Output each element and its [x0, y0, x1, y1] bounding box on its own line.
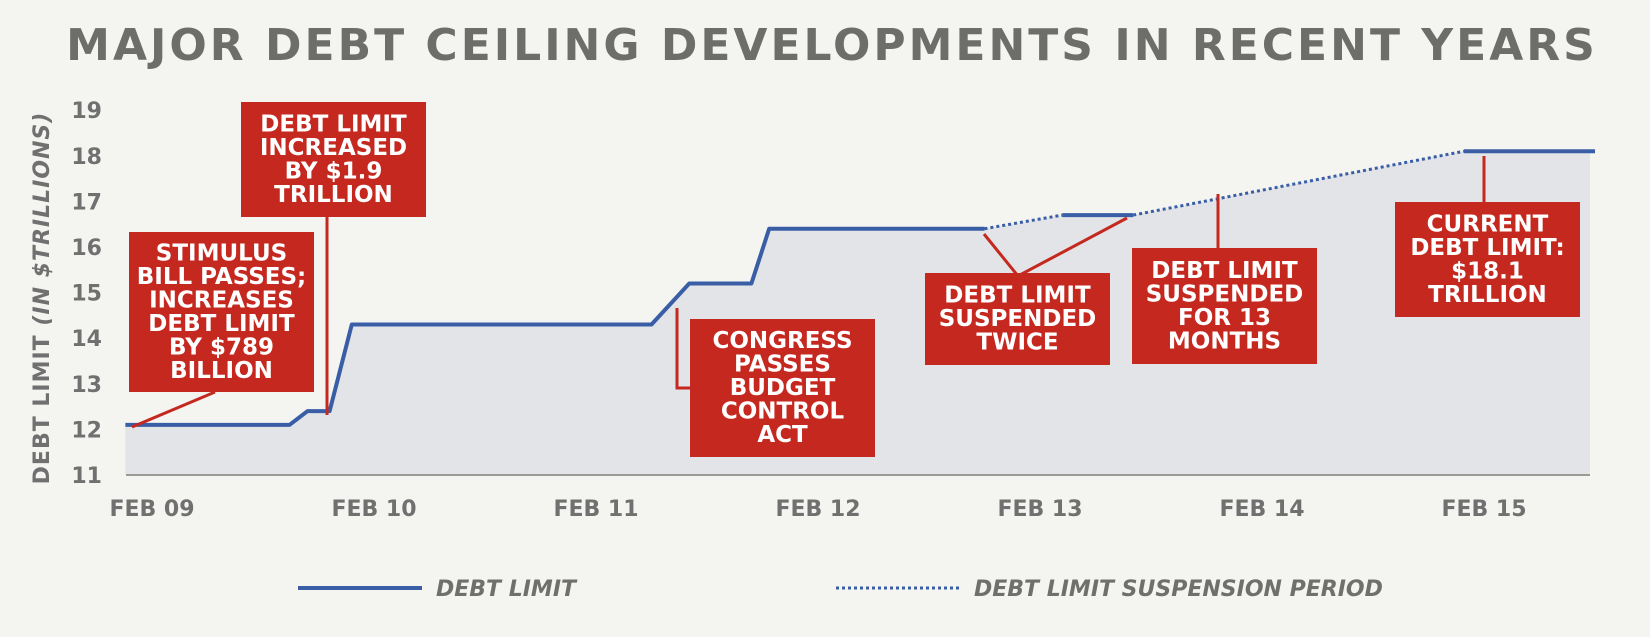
annotation-bg — [925, 273, 1110, 365]
annotation-line: ACT — [757, 422, 808, 448]
y-axis-ticks: 11 12 13 14 15 16 17 18 19 — [71, 99, 102, 489]
annotation-line: BY $1.9 — [285, 158, 383, 184]
annotation-bg — [690, 319, 875, 457]
annotation-line: TRILLION — [1428, 282, 1547, 308]
annotation-line: BY $789 — [169, 334, 274, 360]
x-tick-label: FEB 14 — [1219, 497, 1304, 522]
annotation-line: BILLION — [170, 358, 273, 384]
annotation-line: CURRENT — [1427, 211, 1549, 237]
x-tick-label: FEB 10 — [331, 497, 416, 522]
annotation-leader — [131, 390, 216, 429]
suspension-line — [984, 213, 1063, 231]
annotation-line: INCREASES — [149, 287, 294, 313]
y-tick-label: 18 — [71, 145, 102, 170]
annotation-line: BILL PASSES; — [137, 264, 307, 290]
debt-limit-line — [125, 226, 985, 427]
annotation-line: SUSPENDED — [1146, 281, 1304, 307]
y-tick-label: 17 — [71, 190, 102, 215]
area-fill — [125, 151, 1596, 476]
annotation-line: CONTROL — [721, 399, 845, 425]
annotation-line: INCREASED — [260, 135, 407, 161]
y-axis-label-main: DEBT LIMIT — [30, 334, 55, 484]
chart-title: MAJOR DEBT CEILING DEVELOPMENTS IN RECEN… — [66, 20, 1598, 71]
x-tick-label: FEB 09 — [109, 497, 194, 522]
annotation-line: DEBT LIMIT — [1151, 258, 1298, 284]
y-tick-label: 14 — [71, 327, 102, 352]
annotation-line: $18.1 — [1451, 258, 1524, 284]
y-tick-label: 19 — [71, 99, 102, 124]
annotation-line: FOR 13 — [1178, 305, 1271, 331]
legend-label-debt-limit: DEBT LIMIT — [436, 577, 578, 602]
y-tick-label: 12 — [71, 418, 102, 443]
annotation-line: DEBT LIMIT — [260, 111, 407, 137]
y-tick-label: 13 — [71, 373, 102, 398]
annotation-bg — [241, 102, 426, 217]
y-axis-label-unit: (IN $TRILLIONS) — [30, 112, 55, 326]
annotation-bg — [129, 232, 314, 392]
series-lines — [125, 149, 1595, 427]
annotation-line: PASSES — [734, 352, 831, 378]
legend: DEBT LIMIT DEBT LIMIT SUSPENSION PERIOD — [298, 577, 1383, 602]
x-tick-label: FEB 12 — [775, 497, 860, 522]
annotation-bg — [1132, 248, 1317, 364]
annotation-line: DEBT LIMIT: — [1410, 235, 1564, 261]
x-axis-ticks: FEB 09 FEB 10 FEB 11 FEB 12 FEB 13 FEB 14 FEB … — [109, 497, 1526, 522]
y-tick-label: 16 — [71, 236, 102, 261]
annotation-line: BUDGET — [730, 375, 836, 401]
x-tick-label: FEB 11 — [553, 497, 638, 522]
annotation-line: CONGRESS — [712, 328, 852, 354]
annotation-line: TRILLION — [274, 182, 393, 208]
suspension-line — [1132, 149, 1465, 217]
x-tick-label: FEB 13 — [997, 497, 1082, 522]
y-tick-label: 15 — [71, 282, 102, 307]
legend-label-suspension: DEBT LIMIT SUSPENSION PERIOD — [974, 577, 1383, 602]
annotation-line: SUSPENDED — [939, 306, 1097, 332]
annotation-line: DEBT LIMIT — [944, 283, 1091, 309]
annotation-line: STIMULUS — [156, 240, 287, 266]
annotation-line: DEBT LIMIT — [148, 311, 295, 337]
y-tick-label: 11 — [71, 464, 102, 489]
annotation-line: MONTHS — [1168, 328, 1281, 354]
annotation-line: TWICE — [976, 330, 1058, 356]
y-axis-label: DEBT LIMIT (IN $TRILLIONS) — [30, 112, 55, 485]
x-tick-label: FEB 15 — [1441, 497, 1526, 522]
annotation-bg — [1395, 202, 1580, 317]
plot-area — [125, 151, 1596, 476]
